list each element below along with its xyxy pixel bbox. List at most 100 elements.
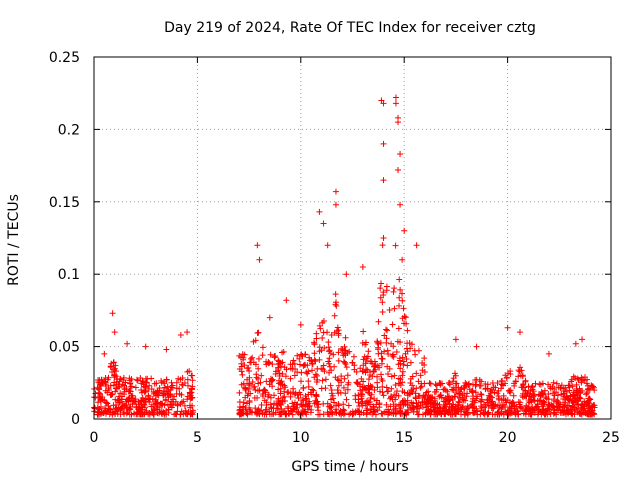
data-point	[579, 336, 586, 343]
data-point	[574, 375, 581, 382]
data-point	[529, 391, 536, 398]
data-point	[481, 411, 488, 418]
data-point	[473, 395, 480, 402]
data-point	[451, 407, 458, 414]
data-point	[574, 409, 581, 416]
data-point	[116, 378, 123, 385]
data-point	[271, 392, 278, 399]
data-point	[318, 365, 325, 372]
data-point	[426, 380, 433, 387]
data-point	[335, 401, 342, 408]
data-point	[531, 409, 538, 416]
data-point	[281, 388, 288, 395]
data-point	[240, 399, 247, 406]
data-point	[404, 348, 411, 355]
data-point	[341, 343, 348, 350]
data-point	[346, 411, 353, 418]
data-point	[365, 386, 372, 393]
data-point	[536, 397, 543, 404]
data-point	[541, 387, 548, 394]
x-tick-label: 20	[499, 430, 517, 446]
data-point	[263, 378, 270, 385]
data-point	[389, 321, 396, 328]
data-point	[154, 403, 161, 410]
data-point	[335, 349, 342, 356]
data-point	[112, 362, 119, 369]
data-point	[132, 384, 139, 391]
data-point	[551, 407, 558, 414]
data-point	[396, 302, 403, 309]
data-point	[408, 341, 415, 348]
data-point	[340, 411, 347, 418]
data-point	[111, 371, 118, 378]
data-point	[368, 406, 375, 413]
data-point	[397, 411, 404, 418]
data-point	[189, 377, 196, 384]
data-point	[96, 380, 103, 387]
data-point	[564, 395, 571, 402]
data-point	[291, 372, 298, 379]
data-point	[484, 385, 491, 392]
data-point	[176, 385, 183, 392]
data-point	[394, 166, 401, 173]
data-point	[466, 404, 473, 411]
data-point	[163, 411, 170, 418]
y-tick-label: 0.2	[58, 122, 80, 138]
data-point	[415, 392, 422, 399]
data-point	[364, 367, 371, 374]
data-point	[294, 369, 301, 376]
data-point	[383, 401, 390, 408]
data-point	[446, 400, 453, 407]
data-point	[466, 386, 473, 393]
data-point	[283, 297, 290, 304]
data-point	[575, 405, 582, 412]
data-point	[259, 344, 266, 351]
data-point	[570, 373, 577, 380]
data-point	[245, 364, 252, 371]
data-point	[454, 406, 461, 413]
data-point	[97, 392, 104, 399]
data-point	[490, 384, 497, 391]
data-point	[319, 377, 326, 384]
data-point	[279, 370, 286, 377]
data-point	[512, 378, 519, 385]
data-point	[391, 372, 398, 379]
data-point	[397, 365, 404, 372]
data-point	[290, 403, 297, 410]
data-point	[302, 396, 309, 403]
data-point	[581, 401, 588, 408]
data-point	[279, 394, 286, 401]
data-point	[425, 388, 432, 395]
data-point	[246, 399, 253, 406]
data-point	[365, 348, 372, 355]
data-point	[289, 361, 296, 368]
data-point	[297, 321, 304, 328]
data-point	[151, 380, 158, 387]
data-point	[275, 395, 282, 402]
data-point	[459, 404, 466, 411]
data-point	[344, 381, 351, 388]
data-point	[314, 398, 321, 405]
data-point	[274, 364, 281, 371]
data-point	[378, 410, 385, 417]
data-point	[385, 350, 392, 357]
data-point	[459, 403, 466, 410]
data-point	[160, 391, 167, 398]
data-point	[538, 401, 545, 408]
data-point	[246, 380, 253, 387]
data-point	[317, 325, 324, 332]
data-point	[180, 398, 187, 405]
data-point	[318, 385, 325, 392]
data-point	[286, 410, 293, 417]
data-point	[554, 392, 561, 399]
data-point	[281, 382, 288, 389]
data-point	[313, 399, 320, 406]
data-point	[379, 377, 386, 384]
data-point	[446, 379, 453, 386]
data-point	[379, 242, 386, 249]
data-point	[408, 387, 415, 394]
data-point	[104, 400, 111, 407]
data-point	[356, 402, 363, 409]
data-point	[525, 403, 532, 410]
data-point	[404, 362, 411, 369]
